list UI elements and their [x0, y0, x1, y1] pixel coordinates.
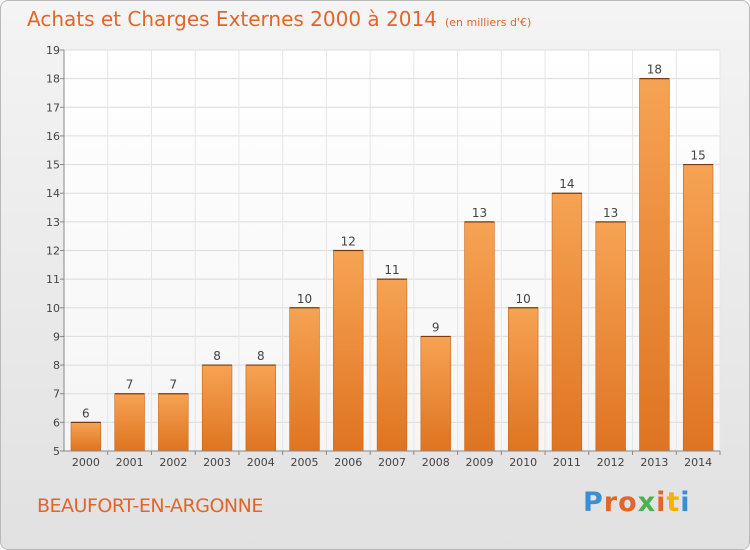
bar	[114, 393, 145, 452]
x-tick-label: 2014	[684, 456, 712, 469]
bar	[245, 364, 276, 452]
commune-name: BEAUFORT-EN-ARGONNE	[37, 495, 263, 517]
bar	[551, 192, 583, 452]
y-tick-label: 18	[46, 73, 60, 86]
x-tick-label: 2012	[597, 456, 625, 469]
data-label: 10	[516, 292, 531, 306]
y-tick-label: 7	[53, 388, 60, 401]
logo-letter: x	[637, 487, 657, 518]
title-text: Achats et Charges Externes 2000 à 2014	[27, 7, 437, 31]
bar	[158, 393, 189, 452]
x-tick-label: 2010	[509, 456, 537, 469]
data-label: 18	[647, 63, 662, 77]
x-tick-label: 2013	[640, 456, 668, 469]
data-label: 10	[297, 292, 312, 306]
data-label: 7	[170, 378, 178, 392]
data-label: 13	[472, 206, 487, 220]
logo-letter: i	[656, 487, 667, 518]
y-tick-label: 13	[46, 216, 60, 229]
bar	[376, 278, 408, 452]
data-label: 11	[384, 263, 399, 277]
x-tick-label: 2008	[422, 456, 450, 469]
x-tick-label: 2002	[159, 456, 187, 469]
x-tick-label: 2007	[378, 456, 406, 469]
logo-letter: o	[618, 487, 638, 518]
y-tick-label: 8	[53, 359, 60, 372]
y-tick-label: 6	[53, 416, 60, 429]
y-tick-label: 9	[53, 330, 60, 343]
data-label: 8	[257, 349, 265, 363]
x-tick-label: 2006	[334, 456, 362, 469]
y-tick-label: 15	[46, 159, 60, 172]
data-label: 14	[559, 177, 574, 191]
y-tick-label: 17	[46, 101, 60, 114]
proxiti-logo[interactable]: Proxiti	[583, 487, 691, 518]
x-tick-label: 2004	[247, 456, 275, 469]
logo-letter: i	[680, 487, 691, 518]
bar	[201, 364, 233, 452]
y-tick-label: 19	[46, 44, 60, 57]
logo-letter: t	[666, 487, 681, 518]
bar	[420, 336, 451, 452]
bar	[333, 250, 364, 452]
data-label: 6	[82, 406, 90, 420]
y-tick-label: 11	[46, 273, 60, 286]
bar	[639, 78, 670, 452]
bar	[508, 307, 539, 452]
x-tick-label: 2001	[116, 456, 144, 469]
logo-letter: P	[583, 487, 604, 518]
x-tick-label: 2000	[72, 456, 100, 469]
y-tick-label: 5	[53, 445, 60, 458]
data-label: 13	[603, 206, 618, 220]
chart-title: Achats et Charges Externes 2000 à 2014 (e…	[27, 7, 531, 31]
x-tick-label: 2005	[291, 456, 319, 469]
bar	[464, 221, 495, 452]
data-label: 12	[341, 235, 356, 249]
x-tick-label: 2009	[465, 456, 493, 469]
bar	[682, 164, 714, 452]
bar	[595, 221, 626, 452]
logo-letter: r	[603, 487, 619, 518]
data-label: 9	[432, 320, 440, 334]
bar	[70, 422, 102, 452]
y-tick-label: 14	[46, 187, 60, 200]
data-label: 15	[690, 149, 705, 163]
data-label: 7	[126, 378, 134, 392]
x-tick-label: 2003	[203, 456, 231, 469]
unit-text: (en milliers d'€)	[444, 16, 532, 29]
y-tick-label: 16	[46, 130, 60, 143]
x-tick-label: 2011	[553, 456, 581, 469]
y-tick-label: 12	[46, 245, 60, 258]
data-label: 8	[213, 349, 221, 363]
bar	[289, 307, 320, 452]
y-tick-label: 10	[46, 302, 60, 315]
